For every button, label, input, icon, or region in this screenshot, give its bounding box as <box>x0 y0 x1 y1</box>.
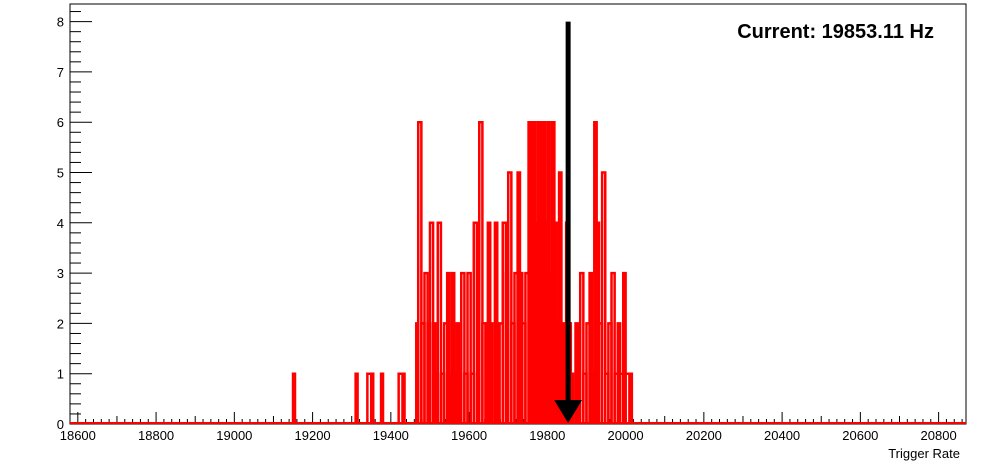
y-tick-label: 0 <box>57 417 64 432</box>
histogram-bin <box>610 271 616 423</box>
x-tick-label: 18800 <box>138 428 174 443</box>
x-tick-label: 20400 <box>764 428 800 443</box>
current-rate-annotation: Current: 19853.11 Hz <box>737 21 934 43</box>
x-tick-label: 20800 <box>921 428 957 443</box>
histogram-bin <box>472 221 479 423</box>
histogram-bin <box>401 372 406 423</box>
marker-arrowhead <box>554 400 583 423</box>
y-tick-label: 6 <box>57 115 64 130</box>
x-tick-label: 20200 <box>686 428 722 443</box>
x-tick-label: 18600 <box>60 428 96 443</box>
current-rate-marker <box>554 21 583 423</box>
y-tick-label: 1 <box>57 367 64 382</box>
x-tick-label: 20000 <box>608 428 644 443</box>
histogram-bin <box>622 271 627 423</box>
y-tick-label: 4 <box>57 216 64 231</box>
y-tick-label: 3 <box>57 266 64 281</box>
histogram-bin <box>578 271 585 423</box>
histogram-bin <box>370 372 375 423</box>
histogram-bin <box>569 372 575 423</box>
histogram-bin <box>478 120 484 423</box>
y-tick-label: 7 <box>57 65 64 80</box>
histogram-bin <box>506 171 513 423</box>
y-tick-label: 8 <box>57 15 64 30</box>
histogram-bin <box>466 271 472 423</box>
x-tick-label: 19800 <box>529 428 565 443</box>
histogram-bin <box>436 221 443 423</box>
y-tick-label: 2 <box>57 316 64 331</box>
histogram-bin <box>445 271 451 423</box>
histogram-bin <box>291 372 297 423</box>
y-axis: 0 1 2 3 4 5 6 7 8 <box>57 11 92 432</box>
histogram-bin <box>557 171 563 423</box>
histogram-bin <box>488 322 494 423</box>
x-tick-label: 19000 <box>216 428 252 443</box>
histogram-bin <box>354 372 359 423</box>
histogram-bin <box>588 271 594 423</box>
x-tick-label: 19400 <box>373 428 409 443</box>
x-tick-label: 19600 <box>451 428 487 443</box>
x-tick-label: 19200 <box>295 428 331 443</box>
histogram-bin <box>628 372 634 423</box>
y-tick-label: 5 <box>57 166 64 181</box>
histogram-bin <box>450 271 456 423</box>
histogram-bin <box>493 221 499 423</box>
histogram-bin <box>460 271 466 423</box>
x-axis-title: Trigger Rate <box>888 446 960 461</box>
histogram-bin <box>574 322 580 423</box>
histogram-bin <box>600 171 607 423</box>
histogram-bin <box>416 120 423 423</box>
histogram-bin <box>379 372 385 423</box>
histogram-bars <box>70 120 966 424</box>
x-tick-label: 20600 <box>842 428 878 443</box>
